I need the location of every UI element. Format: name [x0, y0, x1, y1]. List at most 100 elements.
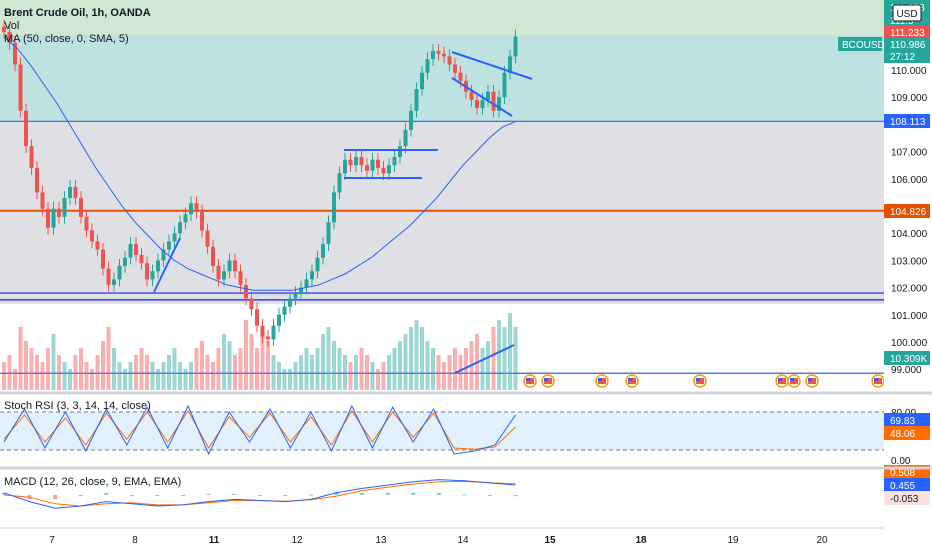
volume-bar [150, 362, 155, 390]
event-flag-icon[interactable] [871, 374, 885, 388]
candle-body [425, 59, 430, 73]
candle-body [304, 279, 309, 288]
candle-body [106, 268, 111, 285]
candle-body [409, 110, 413, 130]
event-flag-icon[interactable] [693, 374, 707, 388]
volume-bar [13, 369, 17, 390]
macd-hist-bar [104, 492, 109, 495]
macd-hist-bar [308, 494, 313, 496]
candle-body [205, 230, 210, 247]
volume-bar [513, 327, 518, 390]
candle-body [508, 56, 512, 73]
volume-bar [79, 348, 83, 390]
volume-bar [453, 348, 457, 390]
volume-bar [260, 327, 265, 390]
event-flag-icon[interactable] [541, 374, 555, 388]
candle-body [277, 314, 281, 326]
trendline-drawings[interactable] [153, 51, 533, 374]
volume-bars [2, 313, 518, 390]
volume-bar [458, 355, 463, 390]
volume-bar [414, 320, 419, 390]
volume-bar [167, 355, 171, 390]
rally-trendline[interactable] [153, 237, 181, 293]
stoch-k-tag-label: 69.83 [890, 416, 915, 427]
candle-body [282, 306, 287, 315]
volume-bar [425, 341, 430, 390]
volume-bar [139, 348, 144, 390]
candle-body [46, 208, 50, 228]
event-flag-icon[interactable] [805, 374, 819, 388]
macd-hist-tag-label: -0.053 [890, 494, 919, 505]
macd-hist-bar [257, 495, 262, 496]
candle-body [299, 287, 303, 294]
candle-body [62, 197, 67, 217]
event-flag-icon[interactable] [625, 374, 639, 388]
volume-bar [95, 355, 100, 390]
volume-bar [436, 355, 441, 390]
event-flag-icon[interactable] [787, 374, 801, 388]
volume-label: Vol [4, 20, 19, 32]
event-flag-icon[interactable] [775, 374, 789, 388]
volume-bar [409, 327, 413, 390]
level-tag-0 [884, 114, 930, 128]
symbol-tag-label: BCOUSD [842, 40, 885, 51]
ma-line [3, 37, 516, 291]
candle-body [134, 244, 138, 255]
candle-body [469, 91, 474, 100]
candle-body [233, 260, 237, 272]
volume-bar [464, 348, 468, 390]
volume-tag-label: 10.309K [890, 354, 928, 365]
volume-bar [299, 355, 303, 390]
macd-line [3, 479, 516, 509]
candle-body [414, 89, 419, 111]
candle-body [150, 271, 155, 280]
price-axis[interactable] [884, 0, 932, 550]
time-tick-label: 20 [816, 535, 828, 546]
candle-body [161, 249, 166, 261]
candle-body [310, 271, 314, 280]
macd-title: MACD (12, 26, close, 9, EMA, EMA) [4, 476, 181, 488]
candle-body [40, 192, 45, 209]
volume-bar [2, 362, 6, 390]
volume-trendline[interactable] [454, 344, 515, 374]
candle-body [321, 244, 325, 258]
candle-body [359, 157, 364, 166]
volume-bar [90, 369, 94, 390]
candle-body [354, 157, 358, 166]
flag-lower-trendline[interactable] [451, 77, 513, 117]
macd-hist-bar [155, 495, 160, 497]
stoch-k-tag [884, 413, 930, 427]
candle-body [227, 260, 232, 272]
candle-body [211, 246, 215, 266]
macd-hist-tag [884, 491, 930, 505]
event-flag-icon[interactable] [595, 374, 609, 388]
time-axis[interactable] [0, 528, 884, 550]
volume-bar [178, 362, 182, 390]
volume-bar [189, 362, 193, 390]
volume-bar [315, 348, 320, 390]
currency-button[interactable]: USD [892, 4, 922, 22]
ma-label: MA (50, close, 0, SMA, 5) [4, 33, 129, 45]
time-tick-label: 8 [132, 535, 138, 546]
event-markers[interactable] [523, 374, 885, 388]
volume-bar [46, 348, 50, 390]
volume-bar [403, 334, 408, 390]
volume-bar [145, 355, 149, 390]
time-tick-label: 7 [49, 535, 55, 546]
time-tick-label: 19 [727, 535, 739, 546]
volume-bar [255, 348, 259, 390]
candle-body [13, 42, 17, 65]
high-tag-label: 111.233 [890, 28, 925, 39]
candle-body [145, 263, 149, 280]
level-tag-1 [884, 204, 930, 218]
high-tag [884, 25, 930, 39]
flag-upper-trendline[interactable] [451, 51, 533, 80]
volume-bar [227, 341, 232, 390]
event-flag-icon[interactable] [523, 374, 537, 388]
macd-hist-bar [129, 495, 134, 497]
volume-bar [244, 320, 248, 390]
volume-bar [282, 369, 287, 390]
candle-body [73, 186, 78, 198]
candle-body [7, 31, 12, 43]
